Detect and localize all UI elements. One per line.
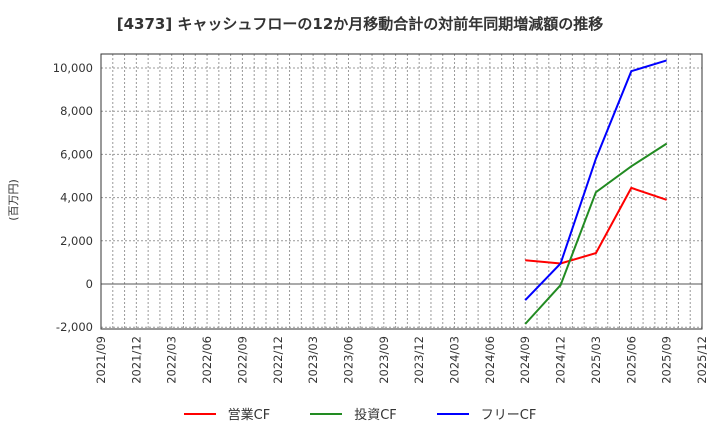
y-tick-label: 10,000 [53, 61, 93, 75]
x-tick-label: 2025/09 [660, 336, 674, 384]
y-tick-label: 0 [86, 277, 93, 291]
y-tick-label: 2,000 [60, 234, 93, 248]
plot-frame [100, 53, 703, 330]
x-tick-label: 2025/06 [624, 336, 638, 384]
legend-item: 投資CF [310, 404, 397, 423]
x-tick-label: 2024/12 [554, 336, 568, 384]
x-tick-label: 2023/09 [377, 336, 391, 384]
grid-lines [101, 54, 702, 329]
legend-item: 営業CF [183, 404, 271, 423]
x-tick-label: 2023/06 [341, 336, 355, 384]
y-tick-label: 4,000 [60, 191, 93, 205]
legend: 営業CF 投資CF フリーCF [0, 404, 720, 423]
series-line-投資CF [524, 142, 668, 325]
x-axis-ticks: 2021/09 2021/12 2022/03 2022/06 2022/09 2022/… [94, 336, 709, 384]
legend-item: フリーCF [436, 404, 537, 423]
x-tick-label: 2024/06 [483, 336, 497, 384]
x-tick-label: 2022/03 [165, 336, 179, 384]
y-tick-label: 6,000 [60, 147, 93, 161]
y-tick-label: -2,000 [56, 320, 93, 334]
series-line-フリーCF [524, 59, 667, 301]
chart-title: [4373] キャッシュフローの12か月移動合計の対前年同期増減額の推移 [116, 15, 604, 33]
x-tick-label: 2022/09 [235, 336, 249, 384]
x-tick-label: 2024/09 [518, 336, 532, 384]
x-tick-label: 2022/06 [200, 336, 214, 384]
legend-label: フリーCF [480, 408, 537, 423]
data-series [524, 59, 668, 325]
x-tick-label: 2025/03 [589, 336, 603, 384]
legend-swatch [183, 412, 216, 415]
x-tick-label: 2024/03 [448, 336, 462, 384]
y-axis-title: (百万円) [7, 179, 20, 221]
x-tick-label: 2021/12 [129, 336, 143, 384]
x-tick-label: 2023/03 [306, 336, 320, 384]
x-tick-label: 2022/12 [271, 336, 285, 384]
y-tick-label: 8,000 [60, 104, 93, 118]
legend-label: 営業CF [227, 408, 271, 423]
legend-label: 投資CF [354, 408, 397, 423]
series-line-営業CF [525, 186, 667, 265]
x-tick-label: 2023/12 [412, 336, 426, 384]
legend-swatch [436, 412, 469, 415]
x-tick-label: 2025/12 [695, 336, 709, 384]
y-axis-ticks: -2,000 0 2,000 4,000 6,000 8,000 10,000 [53, 61, 93, 334]
legend-swatch [310, 412, 343, 415]
x-tick-label: 2021/09 [94, 336, 108, 384]
